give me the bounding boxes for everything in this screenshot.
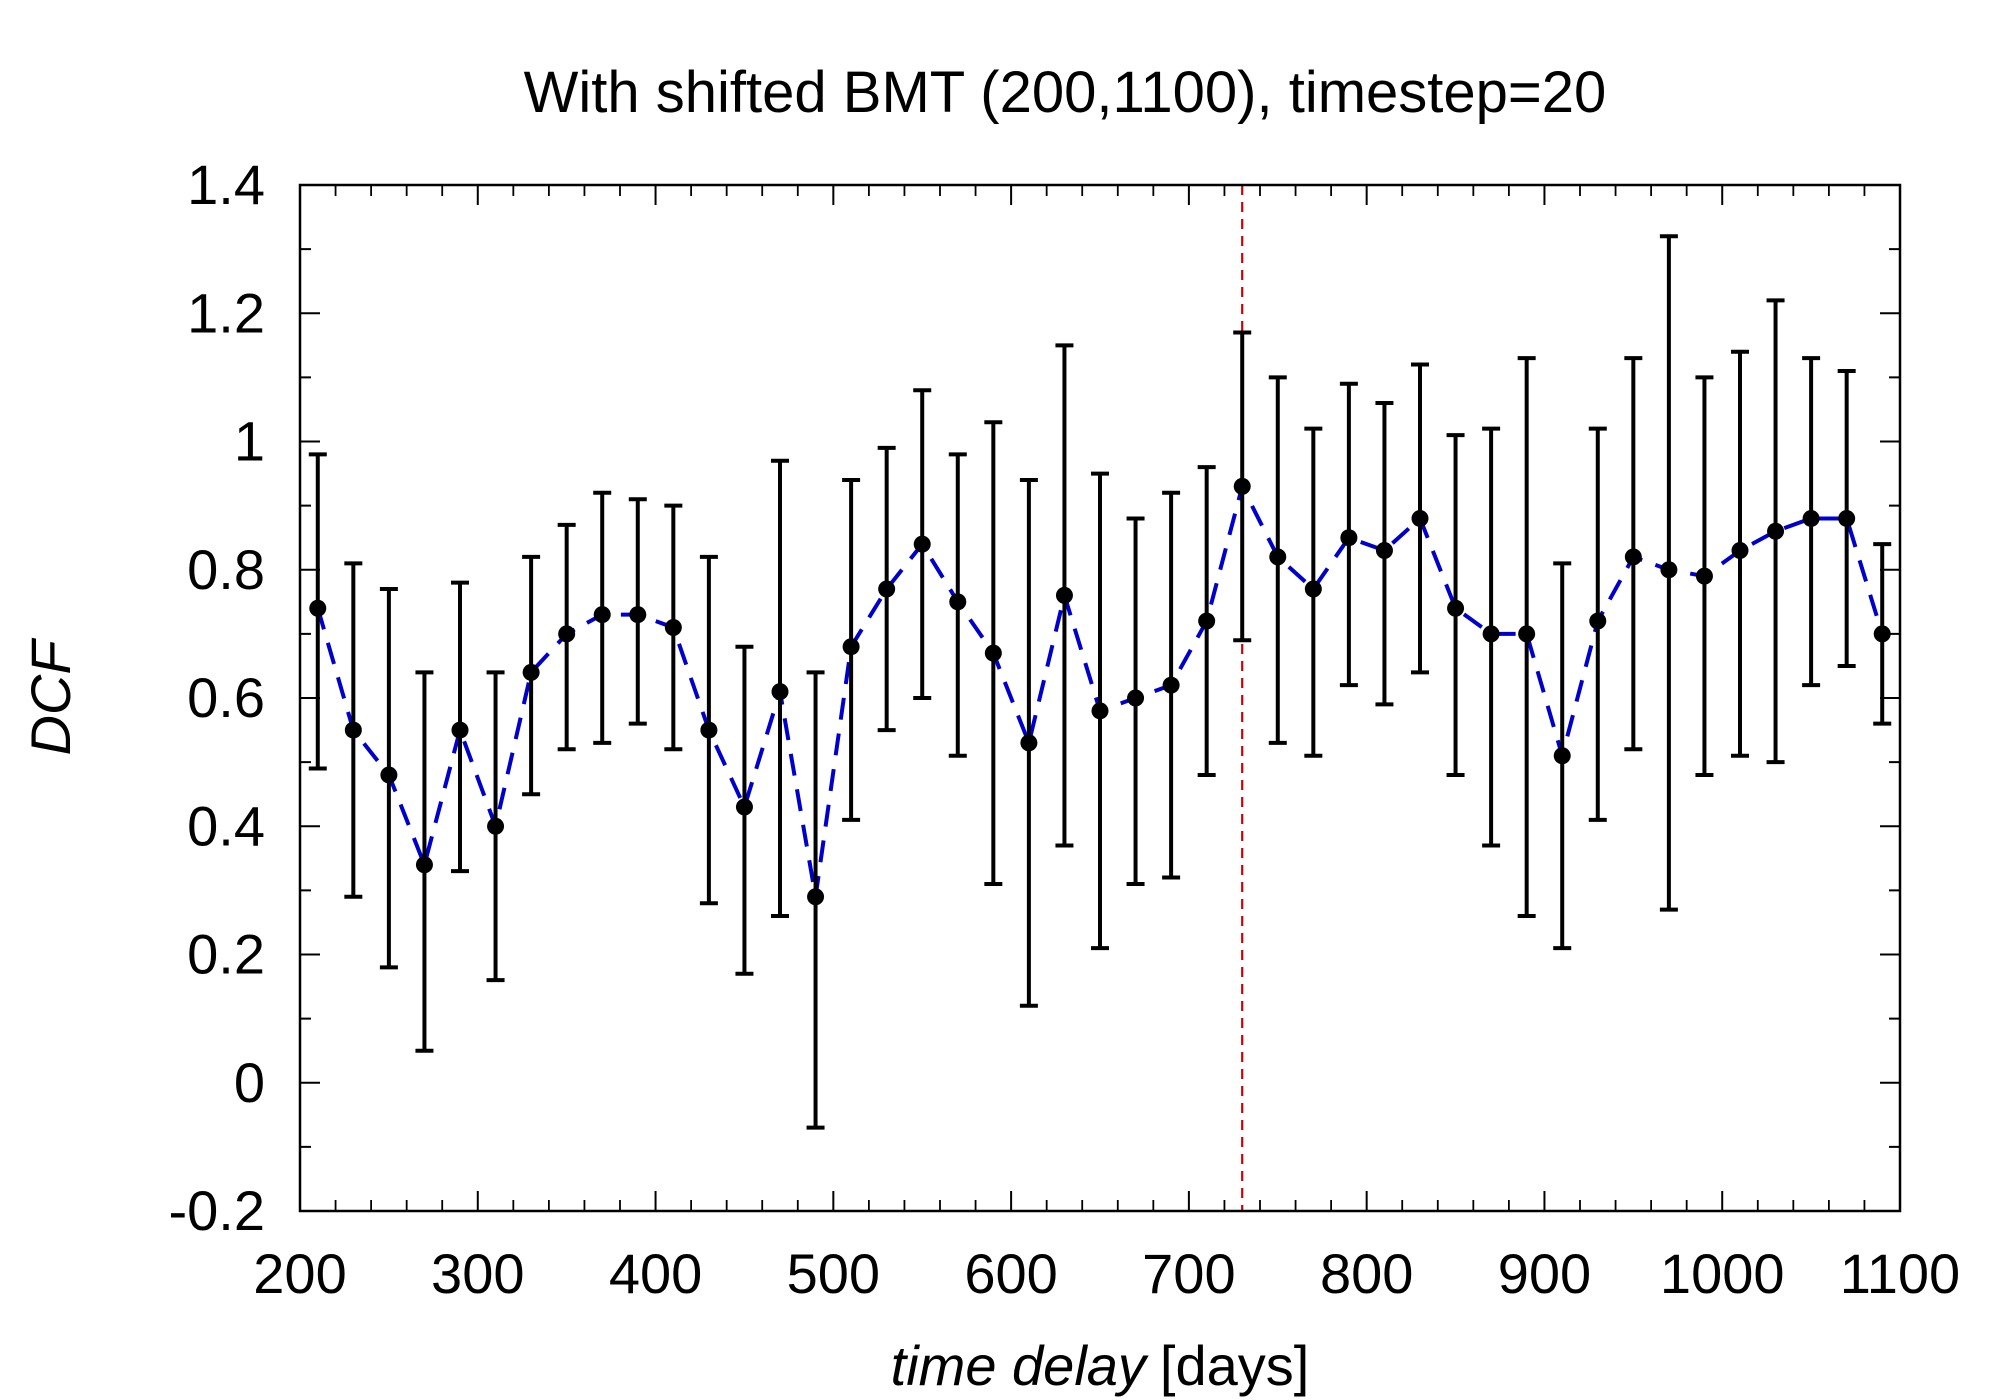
data-point (1624, 548, 1642, 566)
data-point (913, 535, 931, 553)
x-tick-label: 900 (1498, 1242, 1591, 1305)
data-point (1162, 676, 1180, 694)
data-point (1304, 580, 1322, 598)
data-point (949, 593, 967, 611)
y-tick-label: 0 (234, 1051, 265, 1114)
data-point (771, 683, 789, 701)
x-tick-label: 600 (964, 1242, 1057, 1305)
y-tick-label: 0.8 (187, 538, 265, 601)
data-point (664, 618, 682, 636)
data-point (700, 721, 718, 739)
data-point (1731, 542, 1749, 560)
y-tick-label: 1.4 (187, 153, 265, 216)
data-point (558, 625, 576, 643)
x-tick-label: 300 (431, 1242, 524, 1305)
data-point (629, 606, 647, 624)
data-point (487, 817, 505, 835)
x-tick-label: 800 (1320, 1242, 1413, 1305)
data-point (1518, 625, 1536, 643)
chart-title: With shifted BMT (200,1100), timestep=20 (524, 60, 1607, 125)
data-point (1127, 689, 1145, 707)
data-point (1233, 477, 1251, 495)
data-point (842, 638, 860, 656)
y-tick-label: 1.2 (187, 281, 265, 344)
x-tick-label: 500 (787, 1242, 880, 1305)
data-point (1198, 612, 1216, 630)
data-point (878, 580, 896, 598)
data-point (1838, 509, 1856, 527)
x-tick-label: 700 (1142, 1242, 1235, 1305)
y-tick-label: 1 (234, 410, 265, 473)
data-point (1695, 567, 1713, 585)
y-axis-tick-labels: -0.2 0 0.2 0.4 0.6 0.8 1 1.2 1.4 (169, 153, 266, 1242)
data-point (1411, 509, 1429, 527)
data-point (451, 721, 469, 739)
data-point (1802, 509, 1820, 527)
data-point (984, 644, 1002, 662)
axis-ticks (299, 184, 1901, 1212)
x-axis-label-units: [days] (1160, 1334, 1309, 1397)
data-point (593, 606, 611, 624)
data-point (735, 798, 753, 816)
x-tick-label: 200 (253, 1242, 346, 1305)
data-point (1447, 599, 1465, 617)
data-point (807, 888, 825, 906)
x-axis-tick-labels: 200 300 400 500 600 700 800 900 1000 1100 (253, 1242, 1960, 1305)
x-tick-label: 1100 (1840, 1242, 1960, 1305)
y-tick-label: 0.6 (187, 666, 265, 729)
x-tick-label: 400 (609, 1242, 702, 1305)
y-axis-label: DCF (19, 638, 82, 756)
data-point (1553, 747, 1571, 765)
x-tick-label: 1000 (1660, 1242, 1785, 1305)
y-tick-label: 0.4 (187, 794, 265, 857)
data-point (1020, 734, 1038, 752)
data-point (415, 856, 433, 874)
data-point (1873, 625, 1891, 643)
data-point (1091, 702, 1109, 720)
data-point (1340, 529, 1358, 547)
data-point (1660, 561, 1678, 579)
data-point (309, 599, 327, 617)
data-point (522, 663, 540, 681)
y-tick-label: 0.2 (187, 923, 265, 986)
data-point (1055, 586, 1073, 604)
x-axis-label-name: time delay (891, 1334, 1149, 1397)
x-axis-label: time delay [days] (891, 1334, 1310, 1397)
data-point (344, 721, 362, 739)
plot-area (308, 185, 1892, 1211)
data-point (1375, 542, 1393, 560)
y-tick-label: -0.2 (169, 1179, 266, 1242)
data-point (1269, 548, 1287, 566)
data-point (380, 766, 398, 784)
data-point (1589, 612, 1607, 630)
data-point (1767, 522, 1785, 540)
data-point (1482, 625, 1500, 643)
